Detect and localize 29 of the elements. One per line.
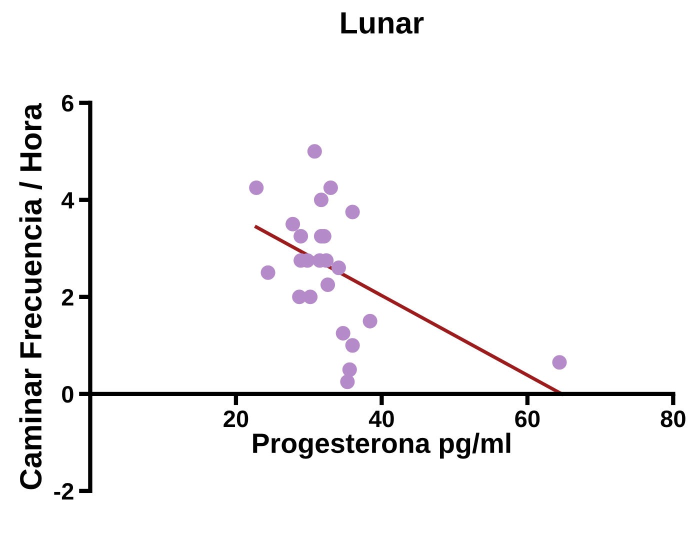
- point: [286, 216, 300, 232]
- point: [345, 338, 360, 353]
- y-tick-label: 0: [62, 386, 74, 403]
- point: [345, 204, 360, 220]
- point: [323, 180, 338, 196]
- point: [362, 314, 378, 328]
- point: [340, 374, 355, 390]
- y-tick-label: 2: [62, 288, 74, 306]
- point: [552, 355, 567, 370]
- y-tick-label: 6: [62, 94, 74, 112]
- x-tick-label: 80: [660, 410, 686, 428]
- point: [260, 265, 276, 280]
- point: [342, 362, 357, 377]
- point: [314, 192, 328, 208]
- point: [303, 290, 318, 304]
- y-axis-title: Caminar Frecuencia / Hora: [19, 103, 42, 490]
- point: [336, 326, 350, 341]
- point: [331, 260, 346, 276]
- point: [307, 144, 322, 159]
- x-tick-label: 20: [224, 410, 248, 428]
- x-axis-title: Progesterona pg/ml: [253, 432, 510, 459]
- point: [249, 180, 264, 196]
- point: [320, 277, 336, 292]
- y-tick-label: 4: [61, 192, 74, 208]
- point: [294, 228, 308, 244]
- x-tick-label: 60: [515, 410, 540, 428]
- chart-title: Lunar: [341, 12, 424, 34]
- y-tick-label: -2: [54, 483, 74, 500]
- x-tick-label: 40: [368, 410, 394, 428]
